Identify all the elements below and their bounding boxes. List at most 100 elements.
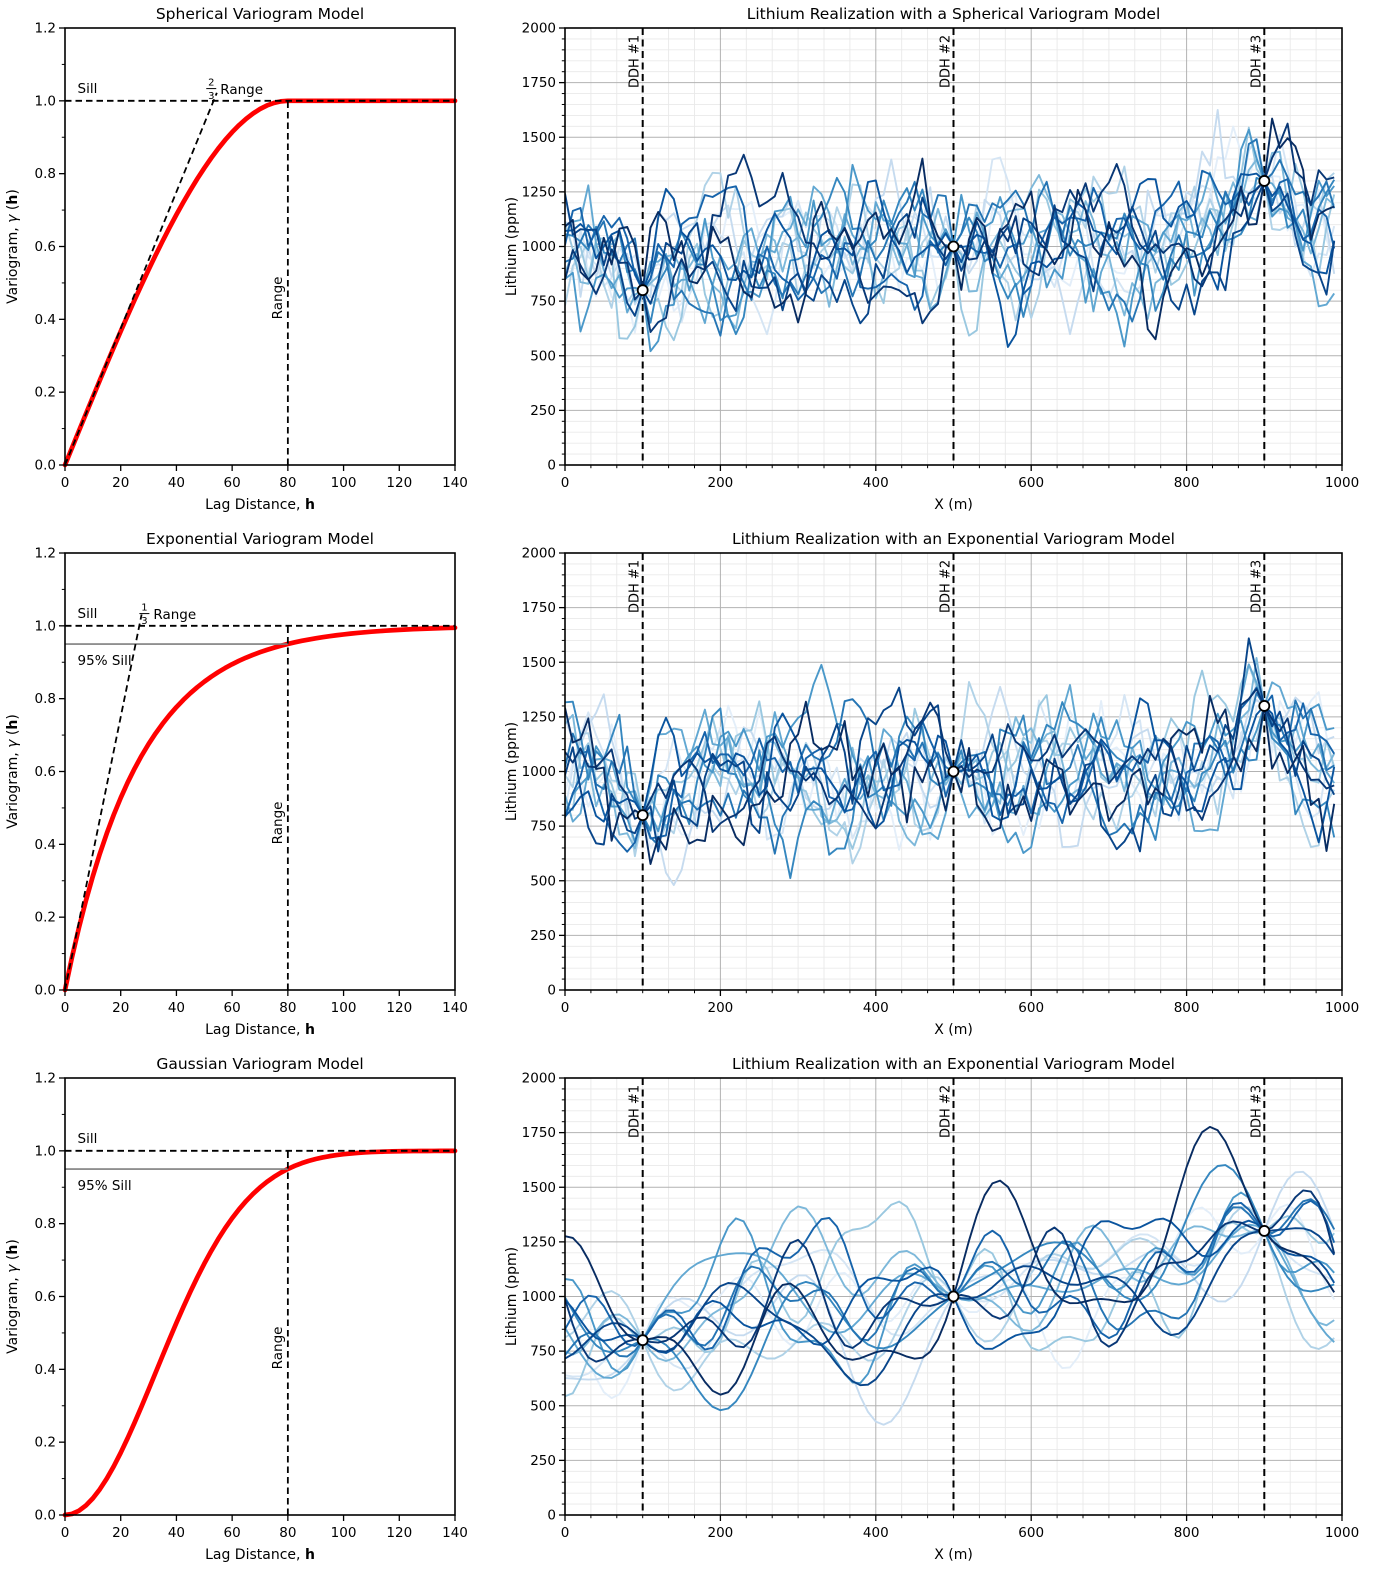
conditioning-point-marker — [947, 1290, 960, 1303]
y-tick-label: 1500 — [522, 655, 556, 671]
y-tick-label: 0 — [547, 1508, 556, 1524]
x-tick-label: 80 — [279, 1000, 296, 1016]
ddh-lines: DDH #1 DDH #2 DDH #3 — [628, 28, 1266, 465]
chart-title: Lithium Realization with an Exponential … — [732, 1055, 1175, 1073]
axis-label: Lag Distance, h — [205, 497, 315, 513]
y-tick-label: 1.2 — [35, 1071, 56, 1087]
y-tick-label: 1000 — [522, 764, 556, 780]
y-tick-label: 0.8 — [35, 691, 56, 707]
realization-line — [565, 1125, 1335, 1396]
ddh-label: DDH #1 — [628, 35, 643, 88]
sill-label: Sill — [78, 606, 98, 622]
y-tick-label: 0 — [547, 983, 556, 999]
y-tick-label: 1.0 — [35, 618, 56, 634]
fraction-denominator: 3 — [208, 91, 214, 102]
x-tick-label: 120 — [386, 475, 412, 491]
axis-label: X (m) — [934, 497, 973, 513]
x-tick-label: 100 — [331, 1000, 357, 1016]
chart-title: Lithium Realization with a Spherical Var… — [746, 5, 1161, 23]
realization-line — [565, 697, 1336, 844]
axes: 0 20 40 60 80 100 120 140 0.0 0.2 0.4 0.6 0.8 1.0 1.2 L… — [5, 546, 468, 1039]
y-tick-label: 750 — [530, 1344, 556, 1360]
axes: 0 20 40 60 80 100 120 140 0.0 0.2 0.4 0.6 0.8 1.0 1.2 L… — [5, 1071, 468, 1564]
realization-line — [565, 138, 1336, 337]
y-tick-label: 1750 — [522, 1125, 556, 1141]
y-tick-label: 500 — [530, 348, 556, 364]
tangent-line — [64, 614, 143, 991]
x-tick-label: 1000 — [1325, 1000, 1359, 1016]
y-tick-label: 0.4 — [35, 312, 56, 328]
x-tick-label: 200 — [708, 1525, 734, 1541]
chart-realization-exponential: Lithium Realization with an Exponential … — [490, 525, 1373, 1050]
range-label: Range — [270, 1327, 286, 1370]
fraction-label: Range — [153, 607, 196, 623]
x-tick-label: 1000 — [1325, 475, 1359, 491]
x-tick-label: 600 — [1018, 1000, 1044, 1016]
plot-border — [64, 27, 456, 466]
chart-title: Lithium Realization with an Exponential … — [732, 530, 1175, 548]
axis-label: X (m) — [934, 1022, 973, 1038]
fraction-label: Range — [220, 82, 263, 98]
x-tick-label: 140 — [442, 475, 468, 491]
x-tick-label: 0 — [561, 1525, 570, 1541]
y-tick-label: 1750 — [522, 600, 556, 616]
chart-variogram-spherical: Spherical Variogram Model Sill Range 2 3 Ran… — [0, 0, 490, 525]
y-tick-label: 0.0 — [35, 1508, 56, 1524]
y-tick-label: 250 — [530, 928, 556, 944]
realization-line — [565, 1199, 1336, 1351]
y-tick-label: 500 — [530, 873, 556, 889]
y-tick-label: 0.8 — [35, 166, 56, 182]
conditioning-point-marker — [1258, 1225, 1271, 1237]
axis-label: Variogram, γ (h) — [5, 714, 21, 829]
ddh-label: DDH #1 — [628, 1085, 643, 1138]
realization-lines — [565, 1125, 1336, 1426]
variogram-spherical-svg: Sill Range 2 3 Range 0 20 40 60 80 100 120 140 0.0 0.2… — [5, 21, 468, 514]
x-tick-label: 60 — [224, 1000, 241, 1016]
range-label: Range — [270, 802, 286, 845]
y-tick-label: 1000 — [522, 1289, 556, 1305]
ddh-label: DDH #1 — [628, 560, 643, 613]
y-tick-label: 0.8 — [35, 1216, 56, 1232]
x-tick-label: 20 — [112, 1000, 129, 1016]
y-tick-label: 750 — [530, 819, 556, 835]
variogram-curve — [62, 625, 458, 993]
x-tick-label: 60 — [224, 475, 241, 491]
ddh-label: DDH #3 — [1249, 35, 1264, 88]
conditioning-point-marker — [636, 284, 649, 297]
x-tick-label: 400 — [863, 1000, 889, 1016]
y-tick-label: 2000 — [522, 546, 556, 562]
variogram-curve — [62, 1148, 458, 1518]
realization-spherical-svg: DDH #1 DDH #2 DDH #3 0 200 400 600 800 1000 0 250 5… — [504, 21, 1359, 514]
chart-realization-gaussian: Lithium Realization with an Exponential … — [490, 1050, 1373, 1576]
x-tick-label: 0 — [61, 475, 70, 491]
y-tick-label: 0.2 — [35, 385, 56, 401]
realization-line — [565, 1189, 1336, 1363]
y-tick-label: 0.4 — [35, 837, 56, 853]
y-tick-label: 0.6 — [35, 764, 56, 780]
ddh-label: DDH #3 — [1249, 1085, 1264, 1138]
y-tick-label: 1.2 — [35, 21, 56, 37]
y-tick-label: 0.2 — [35, 910, 56, 926]
x-tick-label: 40 — [168, 475, 185, 491]
sill95-label: 95% Sill — [78, 1178, 132, 1194]
conditioning-markers — [636, 700, 1271, 822]
conditioning-point-marker — [1258, 700, 1271, 712]
x-tick-label: 1000 — [1325, 1525, 1359, 1541]
conditioning-point-marker — [1258, 175, 1271, 187]
y-tick-label: 0.6 — [35, 1289, 56, 1305]
x-tick-label: 100 — [331, 1525, 357, 1541]
variogram-content: Sill Range 2 3 Range — [62, 78, 458, 468]
y-tick-label: 1750 — [522, 75, 556, 91]
x-tick-label: 0 — [561, 1000, 570, 1016]
ddh-label: DDH #3 — [1249, 560, 1264, 613]
ddh-label: DDH #2 — [939, 1085, 954, 1138]
chart-title: Gaussian Variogram Model — [156, 1055, 364, 1073]
conditioning-point-marker — [947, 765, 960, 778]
variogram-content: 95% Sill Sill Range — [62, 1131, 458, 1518]
chart-variogram-gaussian: Gaussian Variogram Model 95% Sill Sill Ran… — [0, 1050, 490, 1576]
y-tick-label: 1.0 — [35, 93, 56, 109]
axis-label: X (m) — [934, 1547, 973, 1563]
x-tick-label: 800 — [1174, 1000, 1200, 1016]
ddh-label: DDH #2 — [939, 560, 954, 613]
realization-gaussian-svg: DDH #1 DDH #2 DDH #3 0 200 400 600 800 1000 0 250 5… — [504, 1071, 1359, 1564]
